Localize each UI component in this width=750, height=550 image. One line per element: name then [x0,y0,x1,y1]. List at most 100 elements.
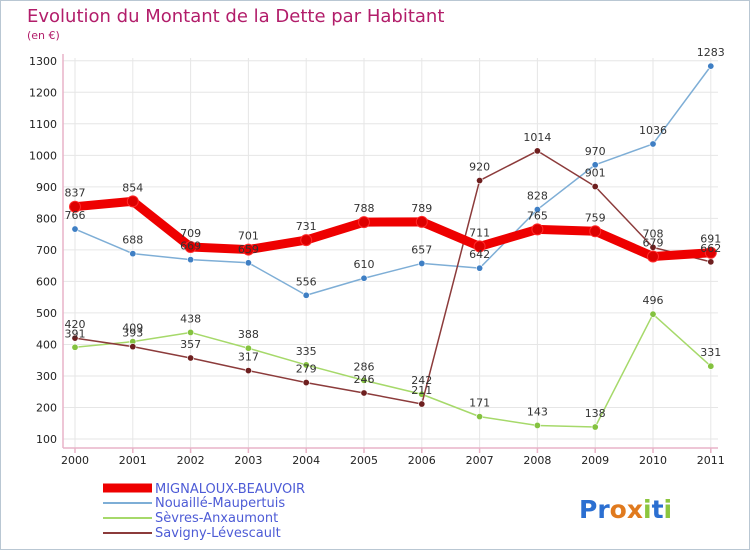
series-0-label-2001: 854 [122,181,143,194]
series-0-point-2004 [300,234,313,247]
series-0-point-2000 [69,200,81,213]
y-tick-label-100: 100 [36,433,57,446]
chart-subtitle: (en €) [27,29,60,42]
y-tick-label-800: 800 [36,212,57,225]
series-3-point-2006 [418,400,426,408]
series-0-point-2008 [531,223,544,236]
logo-letter-3: x [627,495,643,524]
series-3-point-2003 [244,367,252,375]
logo-letter-4: i [643,495,652,524]
series-3-point-2007 [476,177,484,185]
series-3-line [74,150,712,405]
series-2-point-2010 [649,310,657,318]
series-0-point-2001 [126,195,139,208]
series-2-label-2000: 391 [65,327,86,340]
series-3-label-2006: 211 [411,384,432,397]
series-0-label-2002: 709 [180,227,201,240]
series-1-label-2006: 657 [411,243,432,256]
series-0-label-2011: 691 [700,233,721,246]
series-1-label-2007: 642 [469,248,490,261]
series-0-point-2009 [589,225,602,238]
series-2-label-2010: 496 [643,294,664,307]
series-0-point-2011 [704,246,717,259]
y-tick-label-300: 300 [36,370,57,383]
x-tick-label-2010: 2010 [639,454,667,467]
y-tick-label-500: 500 [36,307,57,320]
series-2-label-2009: 138 [585,407,606,420]
series-3-point-2004 [302,379,310,387]
series-2-label-2008: 143 [527,405,548,418]
series-2-point-2009 [591,423,599,431]
x-tick-label-2003: 2003 [234,454,262,467]
series-3-label-2007: 920 [469,161,490,174]
series-1-label-2008: 828 [527,190,548,203]
series-1-point-2006 [418,259,426,267]
series-2-point-2007 [476,413,484,421]
series-2-point-2011 [707,362,715,370]
series-1-point-2002 [187,256,195,264]
series-3-label-2008: 1014 [523,131,551,144]
logo-letter-1: r [597,495,610,524]
y-tick-label-700: 700 [36,244,57,257]
series-2-label-2001: 409 [122,322,143,335]
series-1-point-2007 [476,264,484,272]
series-1-label-2009: 970 [585,145,606,158]
series-1-label-2001: 688 [122,234,143,247]
series-3-point-2008 [533,147,541,155]
x-tick-label-2005: 2005 [350,454,378,467]
series-0-label-2004: 731 [296,220,317,233]
series-3-label-2005: 246 [354,373,375,386]
series-3-label-2003: 317 [238,351,259,364]
x-tick-label-2006: 2006 [408,454,436,467]
series-1-label-2004: 556 [296,275,317,288]
series-0-label-2010: 679 [643,236,664,249]
series-0-point-2002 [184,241,197,254]
series-1-point-2009 [591,161,599,169]
x-tick-label-2000: 2000 [61,454,89,467]
proxiti-logo: Proxiti [579,495,672,524]
series-1-label-2003: 659 [238,243,259,256]
y-tick-label-1200: 1200 [29,86,57,99]
series-1-point-2000 [71,225,79,233]
series-2-line [74,313,712,428]
series-3-point-2009 [591,183,599,191]
series-3-point-2000 [71,334,79,342]
series-0-label-2009: 759 [585,211,606,224]
x-tick-label-2009: 2009 [581,454,609,467]
y-tick-label-1100: 1100 [29,118,57,131]
y-tick-label-1000: 1000 [29,149,57,162]
series-2-point-2002 [187,328,195,336]
series-0-point-2007 [473,240,486,253]
x-tick-label-2002: 2002 [177,454,205,467]
legend-label-3: Savigny-Lévescault [155,526,281,541]
series-3-point-2011 [707,258,715,266]
series-2-label-2003: 388 [238,328,259,341]
data-labels: 766 688 669 659 556 610 657 642 828 970 1036 1283 39… [65,46,725,420]
series-2-label-2004: 335 [296,345,317,358]
series-0-label-2006: 789 [411,202,432,215]
logo-letter-2: o [610,495,627,524]
series-0-label-2007: 711 [469,226,490,239]
y-tick-label-900: 900 [36,181,57,194]
series-3-point-2001 [129,343,137,351]
series-0-label-2008: 765 [527,209,548,222]
logo-letter-5: t [652,495,664,524]
y-tick-label-200: 200 [36,401,57,414]
x-tick-label-2007: 2007 [466,454,494,467]
logo-letter-6: i [664,495,673,524]
series-2-label-2007: 171 [469,397,490,410]
series-2-point-2008 [533,421,541,429]
series-0-point-2003 [242,243,255,256]
series-2-point-2004 [302,361,310,369]
series-1-label-2000: 766 [65,209,86,222]
series-3-label-2001: 393 [122,327,143,340]
series-1-point-2010 [649,140,657,148]
series-3-label-2004: 279 [296,363,317,376]
series-2-label-2002: 438 [180,312,201,325]
x-tick-label-2011: 2011 [697,454,725,467]
x-tick-label-2001: 2001 [119,454,147,467]
x-tick-label-2004: 2004 [292,454,320,467]
series-2-label-2011: 331 [700,346,721,359]
series-2-label-2006: 242 [411,374,432,387]
